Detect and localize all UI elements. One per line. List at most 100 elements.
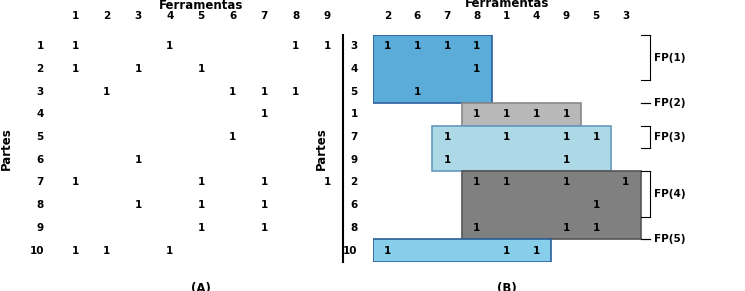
Text: 7: 7 — [443, 11, 451, 21]
Text: 8: 8 — [292, 11, 299, 21]
Text: 7: 7 — [37, 178, 44, 187]
Text: 1: 1 — [473, 178, 481, 187]
Text: 1: 1 — [72, 11, 79, 21]
Bar — [462, 171, 641, 239]
Text: 1: 1 — [562, 223, 570, 233]
Text: 3: 3 — [350, 41, 358, 51]
Text: 1: 1 — [413, 41, 421, 51]
Text: 1: 1 — [261, 223, 267, 233]
Text: 1: 1 — [473, 223, 481, 233]
Text: 1: 1 — [323, 41, 331, 51]
Text: 1: 1 — [503, 246, 510, 255]
Text: 4: 4 — [166, 11, 174, 21]
Text: 1: 1 — [443, 41, 451, 51]
Text: 1: 1 — [384, 246, 391, 255]
Text: FP(5): FP(5) — [654, 234, 685, 244]
Text: 1: 1 — [197, 200, 205, 210]
Text: 1: 1 — [292, 87, 299, 97]
Text: 1: 1 — [323, 178, 331, 187]
Text: 10: 10 — [343, 246, 358, 255]
Text: 1: 1 — [562, 132, 570, 142]
Text: Partes: Partes — [0, 127, 13, 170]
Text: 6: 6 — [350, 200, 358, 210]
Text: 1: 1 — [384, 41, 391, 51]
Text: 1: 1 — [473, 109, 481, 119]
Text: 6: 6 — [37, 155, 44, 165]
Text: 2: 2 — [350, 178, 358, 187]
Text: 3: 3 — [37, 87, 44, 97]
Text: 4: 4 — [533, 11, 540, 21]
Text: 1: 1 — [72, 178, 79, 187]
Text: 1: 1 — [261, 87, 267, 97]
Text: 1: 1 — [443, 132, 451, 142]
Text: 1: 1 — [473, 64, 481, 74]
Text: 1: 1 — [503, 132, 510, 142]
Text: FP(3): FP(3) — [654, 132, 685, 142]
Text: 1: 1 — [533, 246, 540, 255]
Text: 4: 4 — [350, 64, 358, 74]
Text: 8: 8 — [473, 11, 481, 21]
Text: 1: 1 — [562, 109, 570, 119]
Text: 3: 3 — [622, 11, 630, 21]
Text: 1: 1 — [166, 41, 174, 51]
Bar — [432, 126, 611, 171]
Text: 1: 1 — [135, 155, 142, 165]
Text: 1: 1 — [197, 223, 205, 233]
Text: 1: 1 — [261, 178, 267, 187]
Text: Ferramentas: Ferramentas — [464, 0, 549, 10]
Text: 1: 1 — [562, 155, 570, 165]
Text: 1: 1 — [103, 87, 110, 97]
Text: 1: 1 — [350, 109, 358, 119]
Text: 1: 1 — [197, 64, 205, 74]
Text: 6: 6 — [413, 11, 421, 21]
Text: 5: 5 — [350, 87, 358, 97]
Text: 1: 1 — [622, 178, 630, 187]
Text: 1: 1 — [292, 41, 299, 51]
Text: 1: 1 — [72, 246, 79, 255]
Text: 1: 1 — [592, 200, 600, 210]
Text: 9: 9 — [37, 223, 44, 233]
Text: 2: 2 — [37, 64, 44, 74]
Text: 1: 1 — [503, 11, 510, 21]
Bar — [462, 103, 581, 126]
Text: 1: 1 — [503, 178, 510, 187]
Text: 9: 9 — [350, 155, 358, 165]
Text: FP(1): FP(1) — [654, 53, 685, 63]
Bar — [372, 35, 492, 103]
Text: 8: 8 — [37, 200, 44, 210]
Text: 7: 7 — [260, 11, 267, 21]
Text: 10: 10 — [29, 246, 44, 255]
Text: 4: 4 — [37, 109, 44, 119]
Text: 1: 1 — [37, 41, 44, 51]
Text: 2: 2 — [103, 11, 110, 21]
Text: 1: 1 — [197, 178, 205, 187]
Text: 1: 1 — [229, 87, 236, 97]
Text: 1: 1 — [562, 178, 570, 187]
Text: 1: 1 — [443, 155, 451, 165]
Text: 1: 1 — [166, 246, 174, 255]
Text: Partes: Partes — [315, 127, 329, 170]
Text: 1: 1 — [72, 41, 79, 51]
Text: (B): (B) — [497, 282, 516, 291]
Text: 9: 9 — [323, 11, 331, 21]
Text: 1: 1 — [135, 64, 142, 74]
Text: 1: 1 — [592, 223, 600, 233]
Text: 1: 1 — [261, 200, 267, 210]
Text: 1: 1 — [413, 87, 421, 97]
Text: 1: 1 — [592, 132, 600, 142]
Text: FP(2): FP(2) — [654, 98, 685, 108]
Text: 5: 5 — [197, 11, 205, 21]
Text: 1: 1 — [72, 64, 79, 74]
Text: FP(4): FP(4) — [654, 189, 685, 199]
Text: (A): (A) — [191, 282, 211, 291]
Text: 8: 8 — [350, 223, 358, 233]
Bar — [372, 239, 551, 262]
Text: 2: 2 — [384, 11, 391, 21]
Text: 1: 1 — [473, 41, 481, 51]
Text: 6: 6 — [229, 11, 236, 21]
Text: 1: 1 — [261, 109, 267, 119]
Text: 1: 1 — [503, 109, 510, 119]
Text: 1: 1 — [135, 200, 142, 210]
Text: 5: 5 — [37, 132, 44, 142]
Text: 1: 1 — [103, 246, 110, 255]
